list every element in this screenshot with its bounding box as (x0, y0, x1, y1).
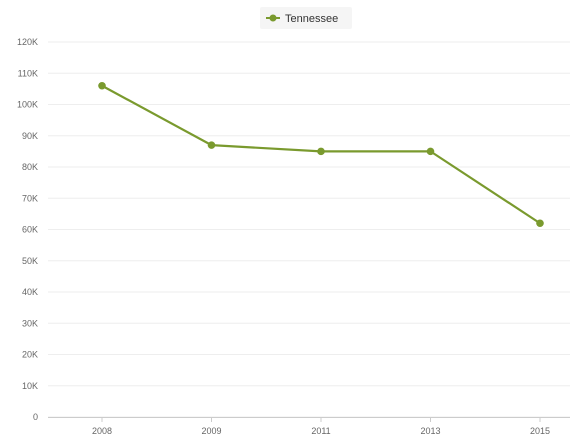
series-layer (98, 81, 544, 228)
y-tick-label: 60K (22, 225, 38, 235)
y-tick-label: 110K (18, 68, 38, 78)
y-tick-label: 80K (22, 162, 38, 172)
y-tick-label: 100K (17, 100, 38, 110)
y-tick-label: 120K (17, 37, 38, 47)
legend[interactable]: Tennessee (260, 7, 352, 29)
data-point[interactable] (536, 219, 544, 228)
y-tick-label: 90K (22, 131, 38, 141)
data-point[interactable] (426, 147, 435, 156)
x-tick-label: 2009 (201, 426, 221, 436)
y-tick-label: 30K (22, 318, 38, 328)
y-tick-label: 40K (22, 287, 38, 297)
y-tick-label: 70K (22, 193, 38, 203)
y-tick-label: 50K (22, 256, 38, 266)
legend-marker (269, 14, 277, 22)
data-point[interactable] (98, 81, 106, 90)
x-tick-label: 2013 (420, 426, 440, 436)
y-tick-label: 10K (22, 381, 38, 391)
y-tick-label: 20K (22, 350, 38, 360)
y-axis: 0 10K 20K 30K 40K 50K 60K 70K 80K 90K 100K 110K 120K (17, 37, 38, 422)
legend-box (260, 7, 352, 29)
data-point[interactable] (317, 147, 325, 156)
x-tick-label: 2011 (311, 426, 330, 436)
x-tick-label: 2008 (92, 426, 112, 436)
x-axis: 2008 2009 2011 2013 2015 (48, 417, 570, 436)
legend-label[interactable]: Tennessee (285, 13, 338, 25)
data-point[interactable] (207, 141, 216, 149)
x-tick-label: 2015 (530, 426, 550, 436)
y-tick-label: 0 (33, 412, 38, 422)
